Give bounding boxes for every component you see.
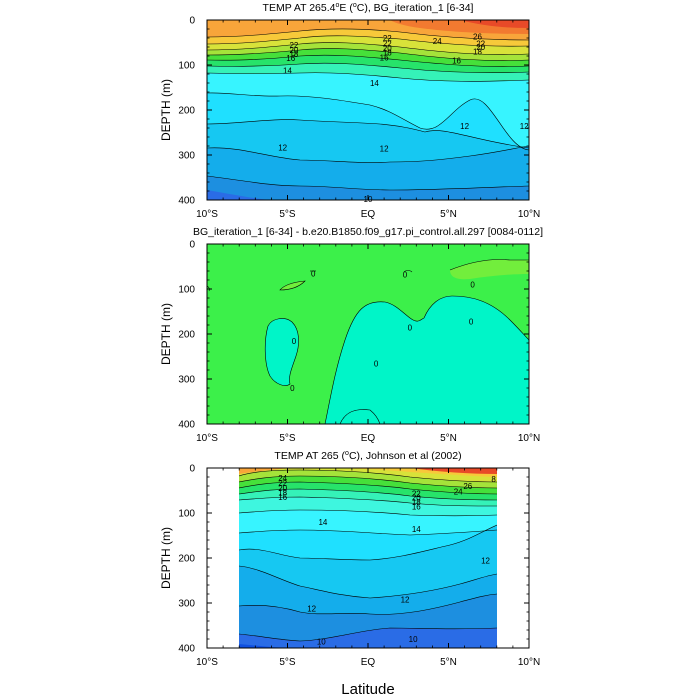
contour-label: 0 <box>403 271 408 280</box>
y-tick-label: 300 <box>178 151 195 162</box>
contour-label: 0 <box>292 337 297 346</box>
contour-label: 20 <box>412 494 421 503</box>
contour-label: 20 <box>289 46 298 55</box>
y-tick-label: 400 <box>178 644 195 655</box>
contour-label: 16 <box>278 493 287 502</box>
contour-label: 10 <box>409 635 418 644</box>
contour-label: 12 <box>380 144 389 153</box>
contour-label: 22 <box>383 39 392 48</box>
contour-label: 12 <box>481 556 490 565</box>
contour-label: 18 <box>289 50 298 59</box>
contour-label: 12 <box>401 595 410 604</box>
contour-label: 16 <box>380 53 389 62</box>
contour-label: 12 <box>460 122 469 131</box>
panel-1: TEMP AT 265.4oE (oC), BG_iteration_1 [6-… <box>159 2 540 220</box>
x-axis-label: Latitude <box>341 681 394 698</box>
x-tick-label: 5°N <box>440 657 457 668</box>
x-tick-label: 10°N <box>518 433 540 444</box>
y-axis-label: DEPTH (m) <box>159 527 173 589</box>
x-tick-label: EQ <box>361 657 376 668</box>
contour-label: 8 <box>491 475 496 484</box>
y-tick-label: 400 <box>178 420 195 431</box>
contour-label: 16 <box>412 502 421 511</box>
contour-label: 26 <box>463 482 472 491</box>
panel-3-title: TEMP AT 265 (oC), Johnson et al (2002) <box>274 450 461 462</box>
x-tick-label: 10°S <box>196 209 218 220</box>
contour-label: 24 <box>278 474 287 483</box>
x-tick-label: 5°S <box>279 209 296 220</box>
contour-label: 14 <box>412 525 421 534</box>
panel-2-field <box>207 244 529 424</box>
y-tick-label: 200 <box>178 554 195 565</box>
y-tick-label: 100 <box>178 285 195 296</box>
contour-label: 22 <box>383 34 392 43</box>
contour-label: 0 <box>311 269 316 278</box>
contour-label: 20 <box>383 44 392 53</box>
contour-label: 18 <box>473 48 482 57</box>
panel-1-title: TEMP AT 265.4oE (oC), BG_iteration_1 [6-… <box>263 2 474 14</box>
contour-label: 18 <box>278 488 287 497</box>
contour-label: 24 <box>433 37 442 46</box>
x-tick-label: 10°S <box>196 433 218 444</box>
x-tick-label: 5°N <box>440 433 457 444</box>
contour-label: 22 <box>476 39 485 48</box>
contour-label: 12 <box>278 143 287 152</box>
contour-label: 12 <box>520 122 529 131</box>
contour-label: 14 <box>318 518 327 527</box>
x-tick-label: 5°S <box>279 657 296 668</box>
contour-label: 18 <box>412 498 421 507</box>
contour-label: 0 <box>470 281 475 290</box>
x-tick-label: 10°S <box>196 657 218 668</box>
panel-2: BG_iteration_1 [6-34] - b.e20.B1850.f09_… <box>159 226 543 444</box>
contour-label: 16 <box>286 54 295 63</box>
contour-label: 14 <box>370 79 379 88</box>
contour-label: 10 <box>317 637 326 646</box>
x-tick-label: 10°N <box>518 657 540 668</box>
contour-label: 16 <box>452 57 461 66</box>
x-tick-label: 10°N <box>518 209 540 220</box>
contour-label: 18 <box>383 48 392 57</box>
y-tick-label: 300 <box>178 599 195 610</box>
y-axis-label: DEPTH (m) <box>159 79 173 141</box>
y-tick-label: 200 <box>178 330 195 341</box>
y-tick-label: 400 <box>178 196 195 207</box>
panel-3-field <box>239 468 497 648</box>
x-tick-label: 5°S <box>279 433 296 444</box>
contour-label: 22 <box>278 479 287 488</box>
contour-label: 20 <box>476 43 485 52</box>
y-tick-label: 0 <box>189 240 195 251</box>
contour-label: 20 <box>278 484 287 493</box>
contour-label: 14 <box>283 66 292 75</box>
contour-label: 22 <box>289 41 298 50</box>
panel-3: TEMP AT 265 (oC), Johnson et al (2002) <box>159 450 540 698</box>
y-tick-label: 200 <box>178 106 195 117</box>
contour-label: 0 <box>374 359 379 368</box>
x-tick-label: EQ <box>361 209 376 220</box>
y-tick-label: 100 <box>178 61 195 72</box>
panel-2-title: BG_iteration_1 [6-34] - b.e20.B1850.f09_… <box>193 226 543 238</box>
contour-label: 24 <box>454 487 463 496</box>
x-tick-label: EQ <box>361 433 376 444</box>
contour-label: 0 <box>469 317 474 326</box>
contour-label: 12 <box>307 604 316 613</box>
contour-label: 0 <box>290 384 295 393</box>
contour-label: 26 <box>473 33 482 42</box>
y-tick-label: 100 <box>178 509 195 520</box>
y-tick-label: 300 <box>178 375 195 386</box>
contour-label: 22 <box>412 490 421 499</box>
x-tick-label: 5°N <box>440 209 457 220</box>
y-tick-label: 0 <box>189 464 195 475</box>
y-axis-label: DEPTH (m) <box>159 303 173 365</box>
y-tick-label: 0 <box>189 16 195 27</box>
contour-label: 0 <box>408 323 413 332</box>
